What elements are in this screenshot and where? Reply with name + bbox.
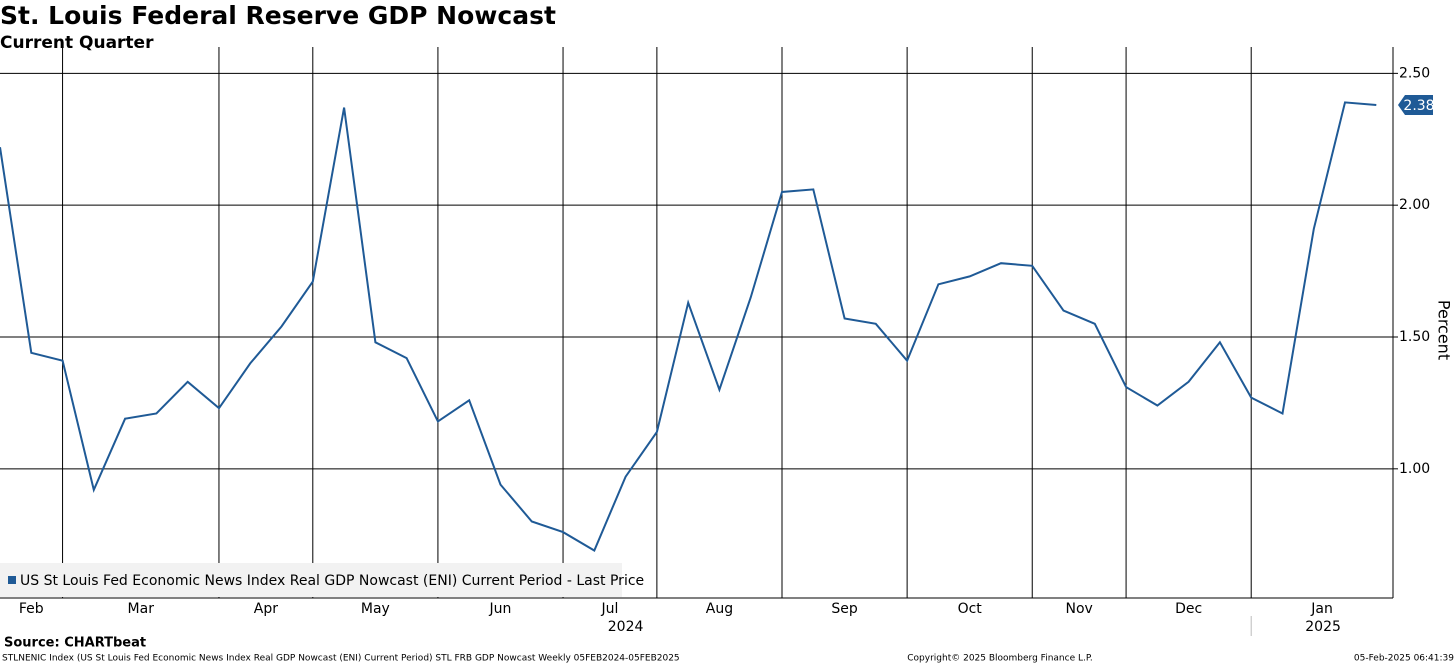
- year-label: 2024: [608, 619, 644, 635]
- y-tick-label: 2.00: [1399, 197, 1430, 213]
- y-tick-label: 1.50: [1399, 329, 1430, 345]
- x-tick-label: Feb: [19, 601, 44, 617]
- x-tick-label: Apr: [254, 601, 278, 617]
- legend-label: US St Louis Fed Economic News Index Real…: [20, 573, 644, 589]
- footer-right: 05-Feb-2025 06:41:39: [1354, 654, 1454, 664]
- x-tick-label: Oct: [958, 601, 983, 617]
- last-value-label: 2.38: [1403, 98, 1434, 114]
- source: Source: CHARTbeat: [4, 636, 146, 651]
- y-tick-label: 1.00: [1399, 461, 1430, 477]
- footer-center: Copyright© 2025 Bloomberg Finance L.P.: [907, 654, 1092, 664]
- legend-swatch: [8, 576, 16, 584]
- x-tick-label: Jun: [489, 601, 512, 617]
- chart-subtitle: Current Quarter: [0, 33, 154, 53]
- y-tick-label: 2.50: [1399, 65, 1430, 81]
- x-tick-label: Dec: [1175, 601, 1202, 617]
- x-tick-label: Jan: [1310, 601, 1333, 617]
- x-tick-label: Sep: [831, 601, 858, 617]
- last-value-tag: [1398, 95, 1433, 115]
- x-tick-label: Jul: [601, 601, 619, 617]
- line-series: [0, 101, 1377, 552]
- footer-left: STLNENIC Index (US St Louis Fed Economic…: [2, 654, 680, 664]
- x-tick-label: Nov: [1065, 601, 1092, 617]
- legend-box: [0, 563, 622, 597]
- x-tick-label: Mar: [128, 601, 155, 617]
- x-tick-label: Aug: [706, 601, 733, 617]
- chart-title: St. Louis Federal Reserve GDP Nowcast: [0, 1, 556, 30]
- year-label: 2025: [1305, 619, 1341, 635]
- y-axis-label: Percent: [1435, 300, 1454, 360]
- x-tick-label: May: [361, 601, 390, 617]
